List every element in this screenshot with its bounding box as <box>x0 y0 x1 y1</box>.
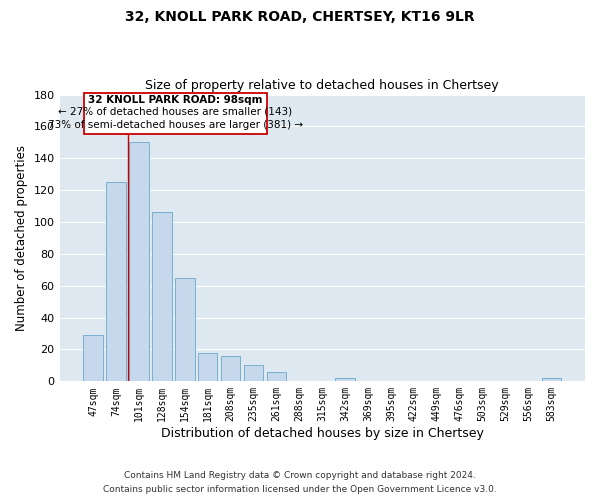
Text: Contains HM Land Registry data © Crown copyright and database right 2024.: Contains HM Land Registry data © Crown c… <box>124 470 476 480</box>
FancyBboxPatch shape <box>83 93 267 134</box>
Text: 73% of semi-detached houses are larger (381) →: 73% of semi-detached houses are larger (… <box>48 120 303 130</box>
Bar <box>83 335 103 382</box>
Bar <box>221 356 241 382</box>
Bar <box>129 142 149 382</box>
Text: ← 27% of detached houses are smaller (143): ← 27% of detached houses are smaller (14… <box>58 106 292 117</box>
Bar <box>542 378 561 382</box>
Bar <box>175 278 194 382</box>
Y-axis label: Number of detached properties: Number of detached properties <box>15 145 28 331</box>
Bar <box>267 372 286 382</box>
X-axis label: Distribution of detached houses by size in Chertsey: Distribution of detached houses by size … <box>161 427 484 440</box>
Title: Size of property relative to detached houses in Chertsey: Size of property relative to detached ho… <box>145 79 499 92</box>
Bar <box>106 182 126 382</box>
Bar <box>244 366 263 382</box>
Bar <box>335 378 355 382</box>
Bar <box>198 352 217 382</box>
Text: 32, KNOLL PARK ROAD, CHERTSEY, KT16 9LR: 32, KNOLL PARK ROAD, CHERTSEY, KT16 9LR <box>125 10 475 24</box>
Text: 32 KNOLL PARK ROAD: 98sqm: 32 KNOLL PARK ROAD: 98sqm <box>88 96 263 106</box>
Text: Contains public sector information licensed under the Open Government Licence v3: Contains public sector information licen… <box>103 486 497 494</box>
Bar <box>152 212 172 382</box>
